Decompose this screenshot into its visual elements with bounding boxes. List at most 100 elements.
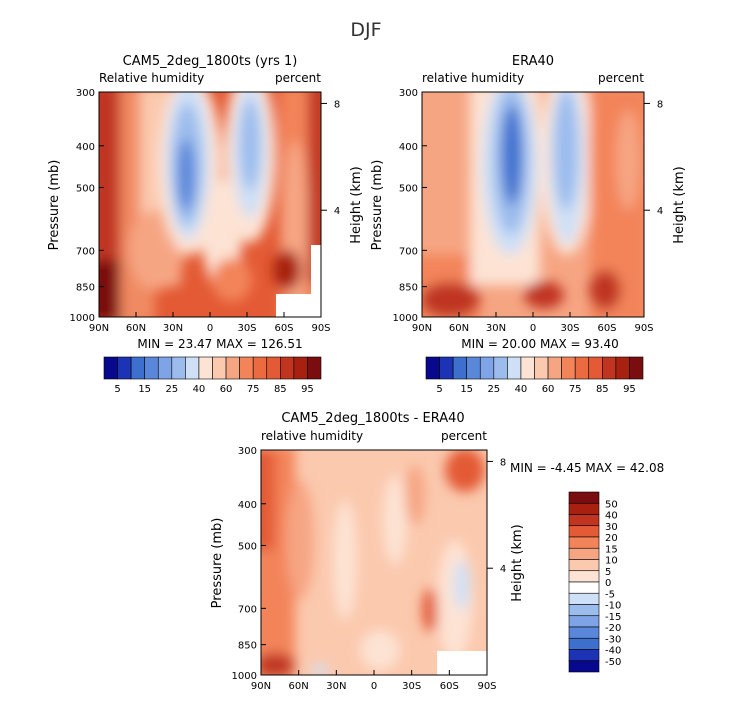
colorbar-swatch [568,615,600,628]
colorbar-swatch [568,581,600,594]
y-tick-label: 300 [238,446,257,457]
colorbar-swatch [547,356,562,380]
colorbar-swatch [103,356,118,380]
colorbar-label: -20 [605,623,621,634]
colorbar-swatch [425,356,440,380]
colorbar-label: 40 [193,384,206,395]
colorbar-swatch [185,356,200,380]
x-tick-label: 30S [560,323,579,334]
x-tick-label: 30N [486,323,506,334]
colorbar-label: 85 [274,384,287,395]
colorbar-label: -10 [605,601,621,612]
x-tick-label: 60S [440,681,459,692]
x-tick-label: 90N [251,681,271,692]
x-tick-label: 60N [449,323,469,334]
y2-tick-label: 8 [334,99,340,110]
x-tick-label: 0 [530,323,536,334]
colorbar-swatch [568,649,600,662]
panel-subtitle-left: relative humidity [261,429,363,443]
colorbar-swatch [225,356,240,380]
colorbar-swatch [130,356,145,380]
colorbar-swatch [266,356,281,380]
y-tick-label: 1000 [393,313,418,324]
y-tick-label: 300 [76,88,95,99]
colorbar-label: -5 [605,589,615,600]
colorbar-label: 5 [605,567,611,578]
y2-tick-label: 4 [657,206,663,217]
x-tick-label: 90S [634,323,653,334]
colorbar-label: 40 [605,511,618,522]
x-tick-label: 90N [89,323,109,334]
colorbar-swatch [439,356,454,380]
colorbar-swatch [198,356,213,380]
colorbar-label: 15 [138,384,151,395]
colorbar-swatch [252,356,268,380]
colorbar-label: -50 [605,657,621,668]
y-tick-label: 850 [399,283,418,294]
y-axis-label: Pressure (mb) [370,160,385,251]
y-tick-label: 400 [238,500,257,511]
colorbar-swatch [171,356,186,380]
colorbar-swatch [568,604,600,617]
y-tick-label: 700 [238,604,257,615]
y-axis-label: Pressure (mb) [47,160,62,251]
colorbar-swatch [568,570,600,583]
colorbar-swatch [561,356,576,380]
colorbar-swatch [293,356,308,380]
panel-subtitle-right: percent [598,71,644,85]
y-tick-label: 1000 [70,313,95,324]
colorbar-swatch [520,356,535,380]
x-tick-label: 90S [477,681,496,692]
colorbar-swatch [493,356,508,380]
colorbar-label: 15 [605,544,618,555]
y-tick-label: 700 [76,246,95,257]
contour-field [99,92,321,317]
y2-tick-label: 4 [500,564,506,575]
y2-axis-label: Height (km) [349,166,364,243]
contour-field [422,92,644,317]
y-tick-label: 850 [238,641,257,652]
colorbar-swatch [507,356,522,380]
colorbar-swatch [452,356,467,380]
y-tick-label: 500 [76,183,95,194]
colorbar-swatch [568,502,600,515]
colorbar-swatch [466,356,481,380]
panel-subtitle-right: percent [275,71,321,85]
colorbar-swatch [479,356,495,380]
x-tick-label: 60S [274,323,293,334]
y2-axis-label: Height (km) [510,524,525,601]
contour-field [261,450,487,675]
colorbar-swatch [615,356,630,380]
colorbar-label: 25 [487,384,500,395]
x-tick-label: 30S [402,681,421,692]
colorbar-swatch [568,514,600,527]
colorbar-label: 60 [220,384,233,395]
colorbar-label: 0 [605,578,611,589]
colorbar-label: 95 [301,384,314,395]
colorbar-label: 50 [605,499,618,510]
y-tick-label: 700 [399,246,418,257]
stats-text: MIN = 20.00 MAX = 93.40 [461,337,619,351]
y-tick-label: 500 [238,541,257,552]
page-title: DJF [350,19,381,41]
colorbar-swatch [568,626,600,639]
colorbar-label: 30 [605,522,618,533]
x-tick-label: 60N [126,323,146,334]
colorbar-swatch [239,356,254,380]
colorbar-swatch [568,525,600,538]
colorbar-swatch [280,356,295,380]
colorbar-swatch [629,356,644,380]
panel-era40: ERA40 relative humidity percent P [370,54,687,395]
y-tick-label: 500 [399,183,418,194]
x-tick-label: 30N [163,323,183,334]
panel-cam5: CAM5_2deg_1800ts (yrs 1) Relative humidi… [47,54,364,395]
colorbar-label: 75 [247,384,260,395]
colorbar-label: 25 [165,384,178,395]
colorbar-label: -40 [605,646,621,657]
colorbar-swatch [568,660,600,673]
colorbar-label: 20 [605,533,618,544]
x-tick-label: 60N [289,681,309,692]
x-tick-label: 30N [326,681,346,692]
x-tick-label: 0 [371,681,377,692]
colorbar-swatch [568,536,600,549]
